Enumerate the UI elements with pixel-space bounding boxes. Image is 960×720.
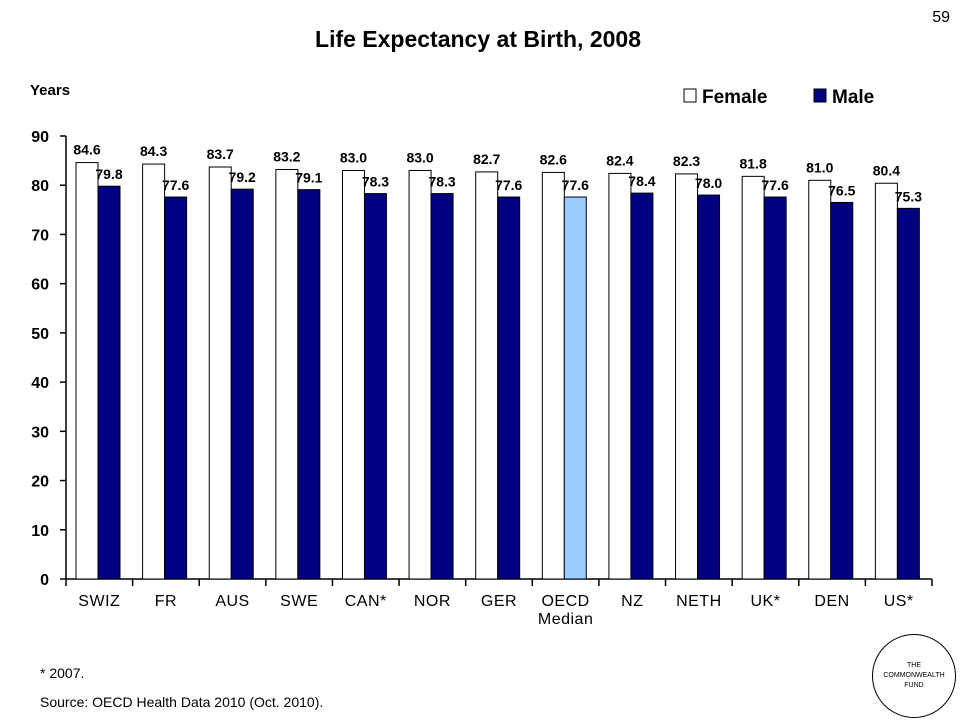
data-label-female: 83.0: [406, 149, 433, 165]
bar-female: [608, 172, 632, 580]
data-label-male: 78.4: [628, 173, 655, 189]
legend-swatch-female: [683, 88, 697, 103]
bar-female: [275, 168, 299, 580]
bar-female: [874, 182, 898, 580]
data-label-female: 83.7: [207, 146, 234, 162]
data-label-female: 84.6: [73, 142, 100, 158]
bar-male: [697, 194, 721, 580]
x-tick-label: NETH: [676, 593, 722, 610]
bar-male: [497, 196, 521, 580]
y-tick-label: 0: [40, 572, 49, 589]
data-label-male: 76.5: [828, 182, 855, 198]
bar-male: [430, 193, 454, 580]
x-tick-label: CAN*: [345, 593, 387, 610]
x-tick-label: SWIZ: [78, 593, 120, 610]
data-label-female: 82.6: [540, 151, 567, 167]
x-tick-label: SWE: [280, 593, 318, 610]
y-tick-label: 90: [31, 129, 49, 146]
bar-female: [808, 179, 832, 580]
x-tick-label: US*: [884, 593, 914, 610]
chart-title: Life Expectancy at Birth, 2008: [315, 26, 641, 52]
legend-label-female: Female: [702, 87, 767, 108]
data-label-female: 83.0: [340, 149, 367, 165]
x-tick-label: DEN: [814, 593, 849, 610]
logo-line: THE: [907, 662, 921, 669]
bar-female: [341, 169, 365, 580]
y-axis-label: Years: [30, 82, 70, 99]
y-tick-label: 70: [31, 227, 49, 244]
chart-legend: Female Male: [683, 87, 874, 108]
logo-line: COMMONWEALTH: [883, 672, 945, 679]
data-label-male: 77.6: [495, 177, 522, 193]
data-label-male: 78.0: [695, 175, 722, 191]
bar-male: [97, 185, 121, 580]
y-tick-label: 10: [31, 523, 49, 540]
bar-female: [541, 171, 565, 580]
bar-female: [142, 163, 166, 580]
data-label-female: 82.7: [473, 151, 500, 167]
bar-male: [630, 192, 654, 580]
data-label-female: 82.4: [606, 152, 633, 168]
data-label-male: 75.3: [895, 188, 922, 204]
bar-male: [230, 188, 254, 580]
legend-label-male: Male: [832, 87, 874, 108]
bar-female: [475, 171, 499, 580]
commonwealth-fund-logo: THE COMMONWEALTH FUND: [872, 634, 956, 718]
data-label-male: 79.2: [229, 169, 256, 185]
x-tick-label: OECD Median: [538, 593, 593, 628]
bar-male: [164, 196, 188, 580]
bar-female: [75, 162, 99, 580]
x-tick-label: AUS: [215, 593, 249, 610]
plot-area: 0 10 20 30 40 50 60 70 80 90 84.6 79.8 SWIZ 84.3 77.6 F…: [31, 129, 933, 628]
data-label-male: 77.6: [562, 177, 589, 193]
bar-female: [208, 166, 232, 580]
y-tick-label: 20: [31, 474, 49, 491]
x-tick-label: NZ: [621, 593, 643, 610]
x-tick-label: GER: [481, 593, 517, 610]
y-tick-label: 50: [31, 326, 49, 343]
bar-female: [675, 173, 699, 580]
data-label-female: 81.8: [740, 155, 767, 171]
bar-male-median: [563, 196, 587, 580]
y-tick-label: 60: [31, 277, 49, 294]
data-label-male: 77.6: [762, 177, 789, 193]
footnote: * 2007.: [40, 665, 85, 681]
bar-female: [741, 175, 765, 580]
logo-line: FUND: [904, 682, 924, 689]
data-label-male: 77.6: [162, 177, 189, 193]
data-label-female: 83.2: [273, 148, 300, 164]
source-note: Source: OECD Health Data 2010 (Oct. 2010…: [40, 694, 324, 710]
data-label-female: 82.3: [673, 153, 700, 169]
data-label-female: 81.0: [806, 159, 833, 175]
bar-male: [830, 201, 854, 580]
data-label-male: 79.1: [295, 170, 322, 186]
bar-male: [896, 207, 920, 580]
data-label-female: 84.3: [140, 143, 167, 159]
y-tick-label: 80: [31, 178, 49, 195]
y-tick-label: 40: [31, 375, 49, 392]
bar-male: [763, 196, 787, 580]
x-tick-label: UK*: [750, 593, 780, 610]
bar-male: [297, 189, 321, 580]
bar-male: [363, 193, 387, 580]
data-label-male: 79.8: [95, 166, 122, 182]
page-number: 59: [932, 9, 950, 26]
data-label-male: 78.3: [428, 174, 455, 190]
bar-female: [408, 169, 432, 580]
x-tick-label: NOR: [414, 593, 451, 610]
legend-swatch-male: [813, 88, 827, 103]
data-label-female: 80.4: [873, 162, 900, 178]
y-tick-label: 30: [31, 424, 49, 441]
data-label-male: 78.3: [362, 174, 389, 190]
x-tick-label: FR: [155, 593, 177, 610]
